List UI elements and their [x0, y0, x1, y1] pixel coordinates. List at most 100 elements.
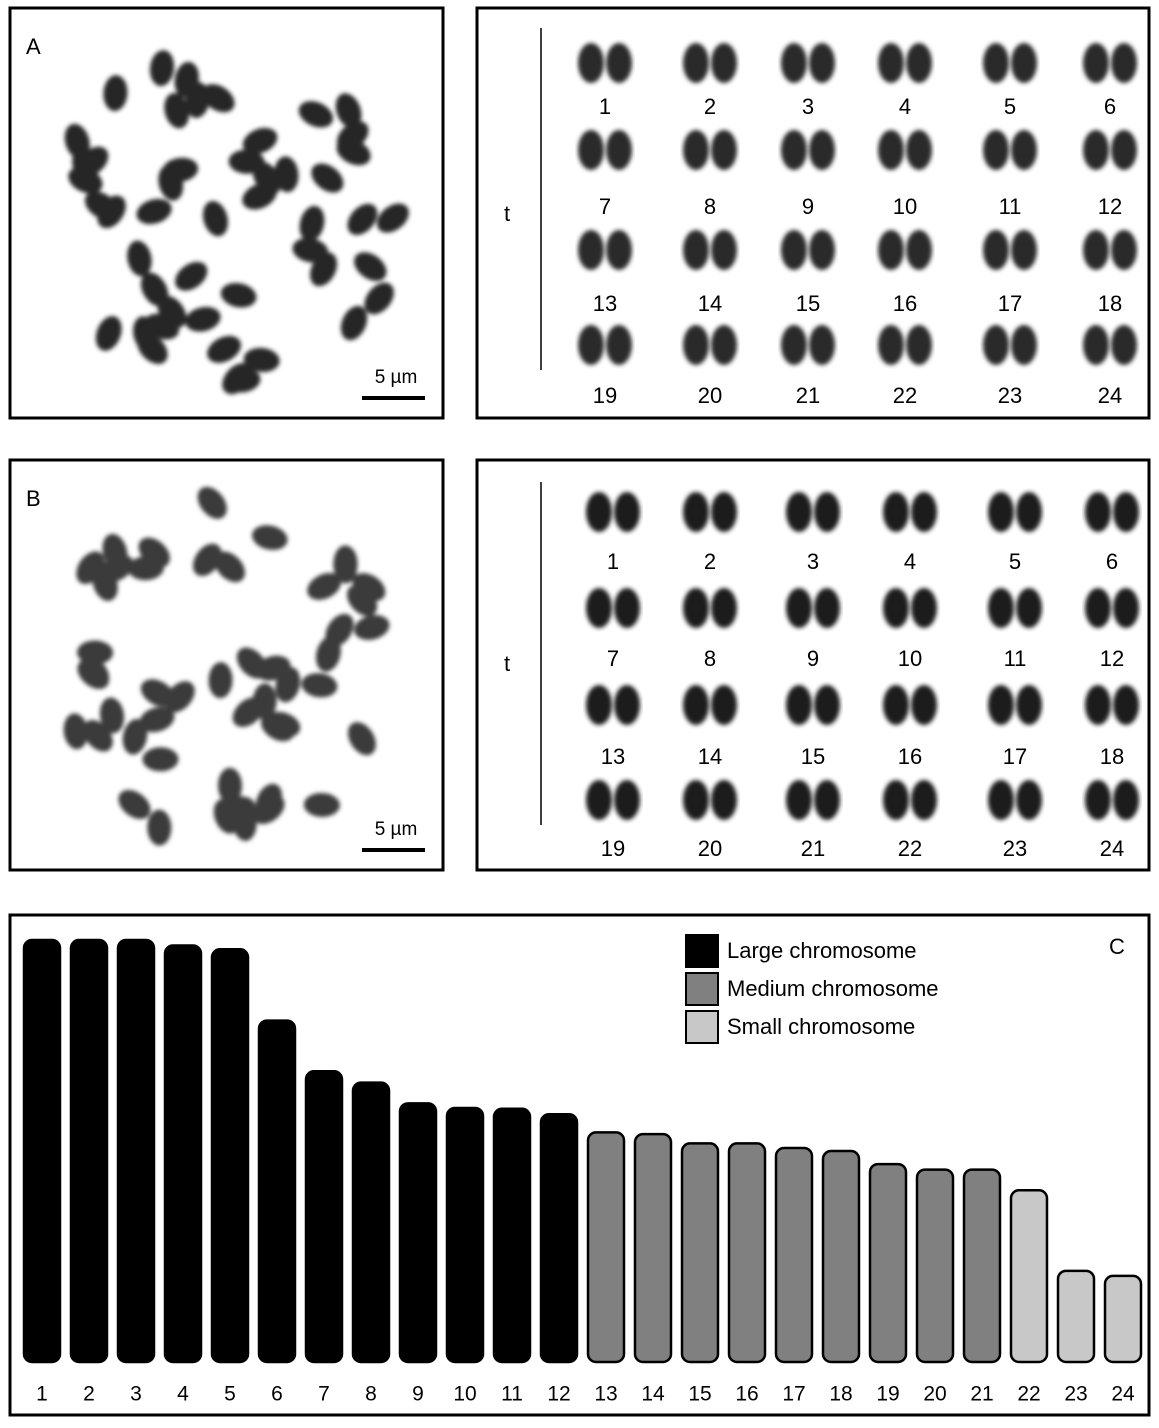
panel-label: A [26, 34, 41, 59]
x-tick-label: 24 [1111, 1383, 1135, 1406]
chromosome [911, 685, 937, 725]
x-tick-label: 1 [36, 1383, 48, 1406]
chromosome-blob [124, 238, 155, 278]
chromosome-blob [306, 157, 349, 198]
legend-swatch [686, 973, 718, 1005]
chromosome [906, 230, 932, 270]
chromosome [1083, 325, 1109, 365]
chromosome [683, 43, 709, 83]
chromosome-blob [342, 717, 381, 760]
chromosome [606, 230, 632, 270]
chromosome-number: 2 [704, 94, 716, 119]
legend-swatch [686, 1011, 718, 1043]
chromosome [606, 325, 632, 365]
bar [400, 1103, 436, 1362]
chromosome-number: 24 [1100, 836, 1124, 861]
chromosome-number: 4 [899, 94, 911, 119]
metaphase-spread [61, 49, 415, 400]
chromosome [683, 492, 709, 532]
chromosome [814, 492, 840, 532]
chromosome-number: 19 [601, 836, 625, 861]
chromosome [1085, 685, 1111, 725]
chromosome [883, 685, 909, 725]
chromosome-number: 24 [1098, 383, 1122, 408]
chromosome [1011, 130, 1037, 170]
chromosome-number: 9 [807, 646, 819, 671]
x-tick-label: 15 [688, 1383, 711, 1406]
chromosome [983, 325, 1009, 365]
chromosome [786, 780, 812, 820]
chromosome-number: 22 [898, 836, 922, 861]
chromosome [1011, 230, 1037, 270]
chromosome-number: 6 [1106, 549, 1118, 574]
chromosome [586, 780, 612, 820]
chromosome-blob [342, 198, 384, 241]
x-tick-label: 4 [177, 1383, 189, 1406]
chromosome-number: 11 [1004, 646, 1027, 671]
chromosome [781, 43, 807, 83]
x-tick-label: 23 [1064, 1383, 1087, 1406]
chromosome-blob [199, 198, 232, 239]
chromosome-number: 3 [802, 94, 814, 119]
chromosome [911, 780, 937, 820]
chromosome-number: 9 [802, 194, 814, 219]
chromosome-blob [142, 747, 178, 771]
chromosome-blob [148, 49, 176, 88]
chromosome [883, 780, 909, 820]
chromosome [1083, 230, 1109, 270]
bar [212, 949, 248, 1362]
chromosome-number: 1 [607, 549, 619, 574]
bar [729, 1143, 765, 1362]
chromosome [1111, 230, 1137, 270]
bar [24, 940, 60, 1362]
chromosome-blob [192, 481, 233, 524]
x-tick-label: 22 [1017, 1383, 1040, 1406]
chromosome-number: 8 [704, 646, 716, 671]
bar [306, 1071, 342, 1362]
bar [1105, 1276, 1141, 1362]
chromosome [711, 230, 737, 270]
panel-label: B [26, 486, 41, 511]
chromosome [578, 230, 604, 270]
x-tick-label: 20 [923, 1383, 946, 1406]
bar [353, 1083, 389, 1362]
chromosome-blob [91, 312, 126, 354]
chromosome [809, 325, 835, 365]
chromosome-blob [250, 522, 290, 553]
chromosome [781, 230, 807, 270]
chromosome [781, 325, 807, 365]
bar [870, 1164, 906, 1362]
chromosome-number: 18 [1098, 291, 1122, 316]
chromosome-blob [147, 809, 172, 845]
chromosome-number: 18 [1100, 744, 1124, 769]
chromosome-number: 10 [898, 646, 922, 671]
chromosome [1111, 43, 1137, 83]
chromosome [878, 130, 904, 170]
group-label: t [504, 651, 510, 676]
chromosome [786, 492, 812, 532]
chromosome [1113, 685, 1139, 725]
chromosome [683, 325, 709, 365]
chromosome-number: 14 [698, 744, 722, 769]
bar [259, 1021, 295, 1362]
chromosome-blob [203, 331, 246, 369]
chromosome-number: 16 [898, 744, 922, 769]
chromosome [1085, 492, 1111, 532]
x-tick-label: 5 [224, 1383, 236, 1406]
chromosome [883, 588, 909, 628]
chromosome-number: 12 [1100, 646, 1124, 671]
chromosome [586, 492, 612, 532]
x-tick-label: 21 [970, 1383, 993, 1406]
chromosome-number: 17 [1003, 744, 1027, 769]
x-tick-label: 16 [735, 1383, 758, 1406]
chromosome [606, 43, 632, 83]
chromosome-number: 15 [796, 291, 820, 316]
chromosome [1113, 780, 1139, 820]
chromosome-blob [349, 246, 392, 287]
chromosome [809, 43, 835, 83]
x-tick-label: 2 [83, 1383, 95, 1406]
chromosome [911, 492, 937, 532]
scale-bar-label: 5 µm [375, 367, 418, 388]
bar [1058, 1271, 1094, 1362]
chromosome [1011, 325, 1037, 365]
